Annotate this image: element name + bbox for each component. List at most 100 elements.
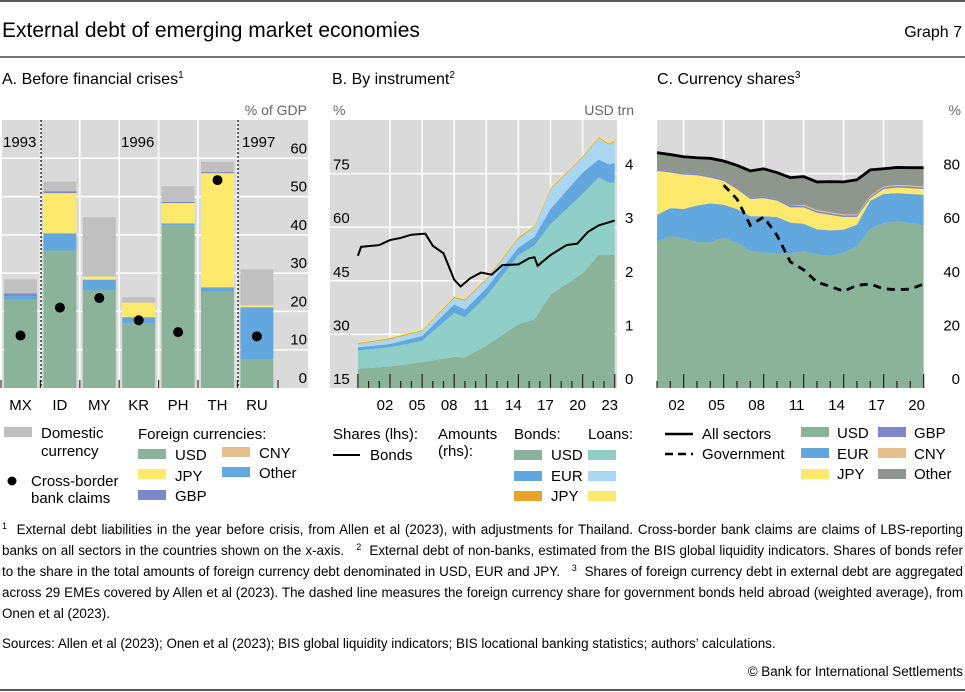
period-label-1993: 1993 (3, 134, 36, 151)
legend-label-usd: USD (551, 447, 583, 464)
footnotes: 1 External debt liabilities in the year … (2, 519, 963, 624)
bar-segment-jpy-TH (201, 173, 234, 288)
legend-swatch-loans-usd (588, 450, 616, 460)
y-tick-label-left: 60 (333, 210, 350, 227)
marker-claims-ID (54, 302, 65, 313)
bar-segment-other-PH (161, 223, 195, 226)
panel-b-unit-right: USD trn (584, 102, 634, 118)
area-bonds-eur (357, 159, 615, 351)
legend-swatch-cny (878, 448, 906, 458)
x-tick-label: 08 (748, 397, 765, 414)
footnote-marker-2: 2 (356, 542, 362, 552)
bar-segment-usd-ID (43, 250, 77, 388)
legend-swatch-cny (222, 447, 250, 457)
legend-label-bonds-share: Bonds (370, 447, 413, 464)
legend-marker-claims (7, 476, 17, 486)
x-tick-label-MY: MY (88, 397, 111, 414)
y-tick-label: 60 (943, 210, 960, 227)
x-tick-label-PH: PH (168, 397, 189, 414)
x-tick-label-TH: TH (208, 397, 228, 414)
x-tick-label: 02 (668, 397, 685, 414)
y-tick-label: 40 (290, 217, 307, 234)
marker-claims-RU (251, 331, 262, 342)
legend-swatch-other (878, 469, 906, 479)
x-tick-label: 20 (908, 397, 925, 414)
legend-label-government: Government (702, 446, 785, 463)
legend-heading-shares: Shares (lhs): (333, 426, 418, 443)
legend-label-jpy: JPY (551, 488, 579, 505)
line-bonds-share (356, 219, 616, 288)
bar-segment-gbp-PH (161, 201, 195, 204)
line-all-sectors (656, 151, 924, 184)
bar-segment-domestic-currency-ID (43, 181, 77, 192)
legend-label-claims-2: bank claims (31, 490, 110, 507)
x-tick-label: 17 (537, 397, 554, 414)
y-tick-label-left: 75 (333, 157, 350, 174)
legend-label-usd: USD (175, 447, 207, 464)
y-tick-label: 50 (290, 179, 307, 196)
bar-segment-jpy-KR (122, 302, 156, 318)
graph-title: External debt of emerging market economi… (2, 19, 420, 42)
line-government (722, 184, 925, 293)
period-label-1996: 1996 (121, 134, 154, 151)
x-tick-label-MX: MX (9, 397, 32, 414)
panel-b-unit-left: % (333, 102, 345, 118)
legend-swatch-gbp (878, 427, 906, 437)
legend-label-all-sectors: All sectors (702, 426, 771, 443)
x-tick-label: 11 (789, 397, 805, 414)
legend-swatch-loans-jpy (588, 491, 616, 501)
panel-c-chart: 02 05 08 11 14 17 20 0 20 40 60 80 (656, 120, 965, 414)
legend-label-other: Other (914, 466, 952, 483)
x-tick-label: 02 (377, 397, 394, 414)
copyright: © Bank for International Settlements (747, 664, 963, 679)
legend-swatch-usd (138, 449, 166, 459)
y-tick-label-right: 3 (625, 210, 633, 227)
bar-segment-domestic-currency-RU (240, 269, 274, 306)
y-tick-label-left: 45 (333, 264, 350, 281)
legend-label-eur: EUR (551, 468, 583, 485)
bar-segment-gbp-ID (43, 191, 77, 194)
x-tick-label: 05 (708, 397, 725, 414)
area-other (657, 152, 924, 215)
legend-label-eur: EUR (837, 446, 869, 463)
y-tick-label-right: 1 (625, 317, 633, 334)
legend-label-jpy: JPY (175, 468, 203, 485)
legend-label-domestic-2: currency (41, 443, 99, 460)
bar-segment-gbp-MX (4, 293, 37, 297)
bar-segment-usd-KR (122, 322, 156, 388)
y-tick-label: 0 (299, 370, 307, 387)
graph-number: Graph 7 (904, 24, 962, 41)
y-tick-label: 20 (943, 317, 960, 334)
legend-swatch-jpy (801, 469, 829, 479)
area-loans-eur (357, 138, 615, 348)
marker-claims-MX (15, 330, 26, 341)
panel-c-legend: All sectors Government USD EUR JPY GBP C… (665, 425, 952, 483)
x-tick-label: 23 (601, 397, 618, 414)
legend-heading-amounts-2: (rhs): (438, 443, 473, 460)
legend-swatch-bonds-eur (514, 471, 542, 481)
bar-segment-domestic-currency-TH (201, 161, 234, 173)
legend-label-gbp: GBP (175, 488, 207, 505)
marker-claims-KR (133, 315, 144, 326)
x-tick-label: 20 (569, 397, 586, 414)
bar-segment-domestic-currency-KR (122, 297, 156, 303)
area-eur (657, 193, 924, 257)
marker-claims-TH (212, 175, 223, 186)
panel-a-chart: MX ID MY KR PH TH RU 0 10 20 30 40 50 60 1993 1996 19… (0, 120, 308, 414)
x-tick-label: 05 (409, 397, 426, 414)
bar-segment-domestic-currency-PH (161, 186, 195, 202)
footnote-3: Shares of foreign currency debt in exter… (2, 564, 963, 621)
bar-segment-usd-RU (240, 359, 274, 388)
legend-label-other: Other (259, 465, 297, 482)
panel-a-unit: % of GDP (245, 102, 307, 118)
x-tick-label-RU: RU (246, 397, 268, 414)
y-tick-label: 80 (943, 157, 960, 174)
area-bonds-jpy (357, 137, 615, 345)
y-tick-label-right: 4 (625, 157, 633, 174)
legend-label-jpy: JPY (837, 466, 865, 483)
sources-note: Sources: Allen et al (2023); Onen et al … (2, 636, 776, 651)
period-label-1997: 1997 (242, 134, 275, 151)
legend-heading-bonds: Bonds: (514, 426, 561, 443)
x-tick-label: 08 (441, 397, 458, 414)
legend-label-domestic: Domestic (41, 425, 104, 442)
